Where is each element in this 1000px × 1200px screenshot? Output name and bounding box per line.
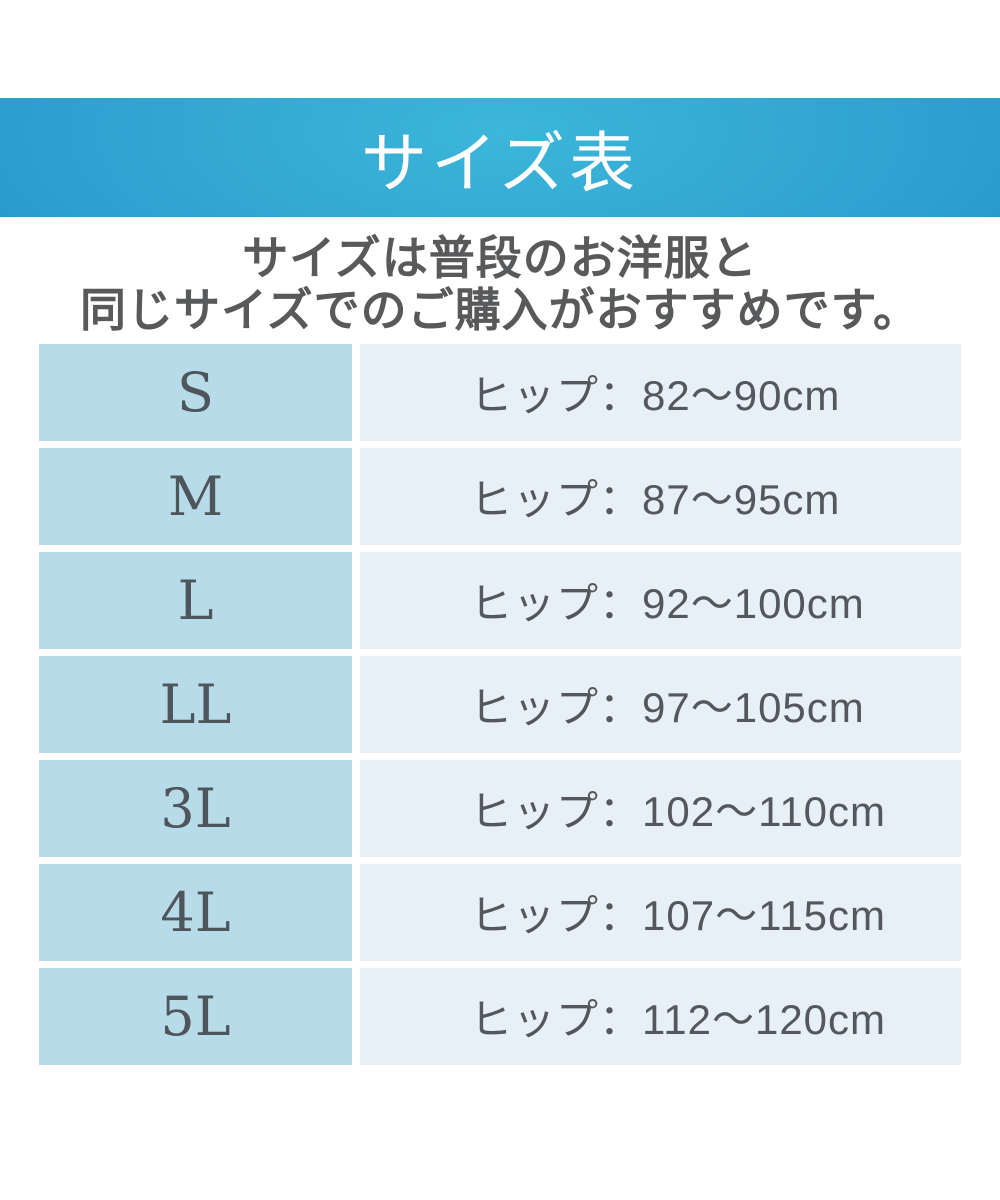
table-row: 5L ヒップ：112〜120cm: [39, 968, 961, 1065]
size-table: S ヒップ：82〜90cm M ヒップ：87〜95cm L ヒップ：92〜100…: [39, 344, 961, 1065]
size-cell: 4L: [39, 864, 352, 961]
hip-range-cell: ヒップ：87〜95cm: [360, 448, 961, 545]
size-cell: L: [39, 552, 352, 649]
intro-text: サイズは普段のお洋服と 同じサイズでのご購入がおすすめです。: [0, 232, 1000, 336]
size-cell: LL: [39, 656, 352, 753]
hip-range-cell: ヒップ：112〜120cm: [360, 968, 961, 1065]
size-cell: 3L: [39, 760, 352, 857]
intro-line-1: サイズは普段のお洋服と: [242, 232, 758, 284]
size-cell: 5L: [39, 968, 352, 1065]
table-row: M ヒップ：87〜95cm: [39, 448, 961, 545]
page-title: サイズ表: [360, 124, 640, 202]
hip-range-cell: ヒップ：107〜115cm: [360, 864, 961, 961]
header-band: サイズ表: [0, 98, 1000, 217]
table-row: LL ヒップ：97〜105cm: [39, 656, 961, 753]
hip-range-cell: ヒップ：82〜90cm: [360, 344, 961, 441]
table-row: 4L ヒップ：107〜115cm: [39, 864, 961, 961]
hip-range-cell: ヒップ：97〜105cm: [360, 656, 961, 753]
size-cell: M: [39, 448, 352, 545]
hip-range-cell: ヒップ：102〜110cm: [360, 760, 961, 857]
table-row: 3L ヒップ：102〜110cm: [39, 760, 961, 857]
size-cell: S: [39, 344, 352, 441]
hip-range-cell: ヒップ：92〜100cm: [360, 552, 961, 649]
intro-line-2: 同じサイズでのご購入がおすすめです。: [79, 284, 921, 336]
table-row: S ヒップ：82〜90cm: [39, 344, 961, 441]
table-row: L ヒップ：92〜100cm: [39, 552, 961, 649]
